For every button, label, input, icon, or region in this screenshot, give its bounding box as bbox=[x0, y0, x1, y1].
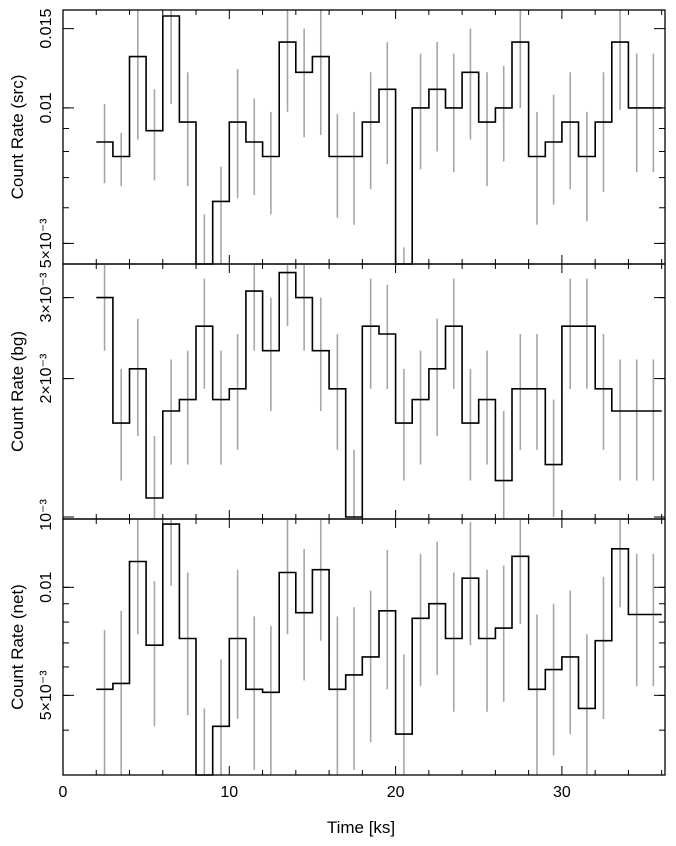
error-bars-src bbox=[103, 10, 655, 264]
y-tick-label: 3×10⁻³ bbox=[38, 272, 55, 322]
x-tick-label: 0 bbox=[59, 784, 68, 801]
y-tick-label: 0.01 bbox=[38, 92, 55, 123]
y-axis-title-src: Count Rate (src) bbox=[8, 75, 27, 200]
y-tick-label: 5×10⁻³ bbox=[38, 670, 55, 720]
x-tick-label: 20 bbox=[387, 784, 405, 801]
y-tick-label: 0.01 bbox=[38, 572, 55, 603]
panels: 5×10⁻³ 0.01 0.015 Count Rate (src) 10⁻³ 2×10⁻… bbox=[8, 9, 666, 776]
y-tick-label: 10⁻³ bbox=[38, 499, 55, 531]
step-line-src bbox=[96, 15, 662, 265]
panel-frame bbox=[62, 9, 666, 265]
step-line-bg bbox=[96, 271, 662, 518]
y-tick-label: 5×10⁻³ bbox=[38, 218, 55, 268]
x-axis-title: Time [ks] bbox=[327, 818, 395, 837]
error-bars-bg bbox=[103, 264, 655, 519]
x-axis: 0 10 20 30 bbox=[59, 784, 571, 801]
x-tick-label: 30 bbox=[553, 784, 571, 801]
y-axis-title-bg: Count Rate (bg) bbox=[8, 331, 27, 452]
panel-frame bbox=[62, 263, 666, 520]
panel-src: 5×10⁻³ 0.01 0.015 Count Rate (src) bbox=[8, 9, 666, 268]
panel-bg: 10⁻³ 2×10⁻³ 3×10⁻³ Count Rate (bg) bbox=[8, 263, 666, 531]
step-line-net bbox=[96, 523, 662, 776]
y-tick-label: 0.015 bbox=[38, 9, 55, 49]
panel-frame bbox=[62, 518, 666, 776]
y-axis-title-net: Count Rate (net) bbox=[8, 584, 27, 710]
error-bars-net bbox=[103, 519, 655, 775]
x-tick-label: 10 bbox=[220, 784, 238, 801]
y-tick-label: 2×10⁻³ bbox=[38, 353, 55, 403]
panel-net: 5×10⁻³ 0.01 Count Rate (net) bbox=[8, 518, 666, 776]
